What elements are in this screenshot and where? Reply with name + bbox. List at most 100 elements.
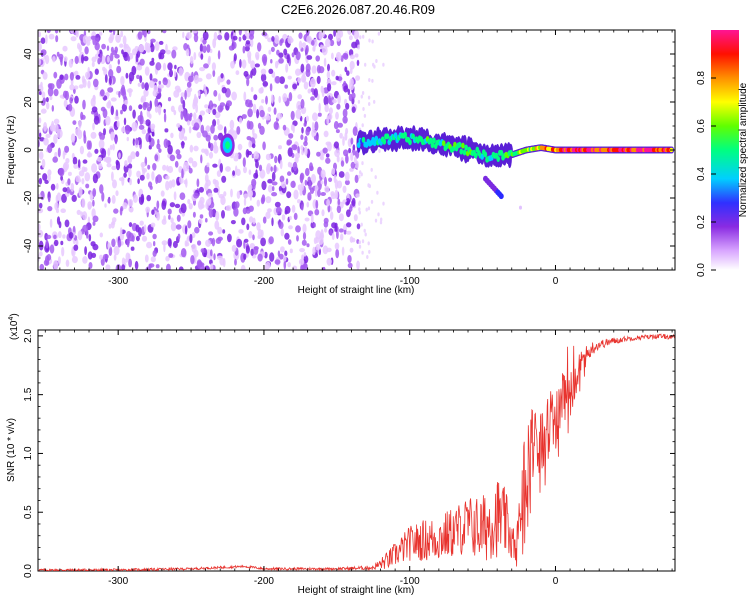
heatmap-noise-cell — [311, 173, 316, 184]
heatmap-noise-cell — [221, 175, 227, 183]
heatmap-noise-cell — [316, 75, 321, 85]
heatmap-noise-cell — [353, 156, 357, 165]
heatmap-noise-cell — [63, 99, 68, 108]
heatmap-noise-cell — [128, 199, 134, 207]
heatmap-noise-cell — [308, 181, 312, 190]
heatmap-noise-cell — [148, 181, 153, 188]
snr-frame — [37, 329, 676, 572]
heatmap-noise-cell — [112, 179, 117, 189]
heatmap-noise-cell — [329, 229, 333, 236]
heatmap-noise-cell — [310, 96, 315, 101]
heatmap-noise-cell — [56, 128, 63, 139]
heatmap-noise-cell — [364, 62, 367, 67]
heatmap-noise-cell — [81, 178, 85, 185]
heatmap-noise-cell — [280, 38, 284, 44]
heatmap-noise-cell — [328, 177, 333, 183]
heatmap-noise-cell — [313, 222, 316, 228]
heatmap-noise-cell — [296, 100, 302, 111]
heatmap-noise-cell — [78, 170, 85, 177]
heatmap-noise-cell — [135, 235, 140, 242]
heatmap-noise-cell — [377, 212, 380, 217]
heatmap-noise-cell — [192, 211, 196, 218]
heatmap-noise-cell — [287, 161, 292, 168]
heatmap-noise-cell — [139, 58, 145, 66]
heatmap-noise-cell — [250, 70, 253, 79]
heatmap-noise-cell — [116, 65, 122, 74]
heatmap-noise-cell — [295, 68, 301, 76]
heatmap-noise-cell — [271, 36, 275, 42]
heatmap-signal-mark — [393, 132, 398, 139]
heatmap-noise-cell — [252, 217, 256, 225]
heatmap-noise-cell — [176, 214, 181, 222]
heatmap-noise-cell — [92, 122, 95, 131]
heatmap-noise-cell — [76, 209, 82, 215]
heatmap-noise-cell — [47, 144, 53, 154]
heatmap-noise-cell — [171, 179, 176, 188]
heatmap-noise-cell — [43, 137, 49, 146]
heatmap-noise-cell — [368, 78, 371, 82]
heatmap-signal-mark — [459, 148, 464, 155]
x-tick-label: 0 — [553, 276, 559, 287]
heatmap-noise-cell — [162, 164, 167, 171]
heatmap-noise-cell — [252, 103, 257, 114]
heatmap-noise-cell — [99, 53, 103, 63]
heatmap-noise-cell — [265, 95, 268, 105]
heatmap-noise-cell — [281, 181, 286, 189]
heatmap-noise-cell — [141, 235, 148, 242]
heatmap-noise-cell — [98, 163, 103, 170]
heatmap-noise-cell — [106, 101, 112, 109]
heatmap-noise-cell — [293, 189, 299, 200]
heatmap-noise-cell — [65, 259, 70, 267]
heatmap-noise-cell — [161, 218, 167, 225]
heatmap-noise-cell — [212, 69, 216, 78]
heatmap-noise-cell — [247, 50, 252, 59]
heatmap-noise-cell — [72, 120, 77, 125]
heatmap-noise-cell — [260, 237, 266, 247]
x-tick-label: 0 — [553, 576, 559, 587]
heatmap-noise-cell — [314, 121, 319, 131]
heatmap-noise-cell — [122, 35, 127, 45]
heatmap-noise-cell — [57, 231, 62, 239]
heatmap-noise-cell — [374, 175, 377, 180]
heatmap-noise-cell — [130, 151, 136, 160]
heatmap-noise-cell — [171, 49, 177, 59]
heatmap-noise-cell — [107, 55, 110, 63]
heatmap-noise-cell — [92, 215, 99, 223]
heatmap-noise-cell — [99, 232, 104, 238]
heatmap-noise-cell — [273, 121, 279, 130]
heatmap-noise-cell — [338, 228, 344, 233]
heatmap-noise-cell — [331, 52, 334, 60]
heatmap-noise-cell — [216, 255, 223, 261]
heatmap-noise-cell — [111, 217, 117, 223]
heatmap-noise-cell — [208, 231, 214, 236]
heatmap-noise-cell — [314, 188, 318, 197]
heatmap-noise-cell — [295, 225, 301, 233]
heatmap-noise-cell — [145, 46, 151, 53]
heatmap-noise-cell — [331, 167, 336, 175]
heatmap-noise-cell — [234, 165, 238, 176]
heatmap-noise-cell — [150, 222, 156, 228]
heatmap-noise-cell — [40, 81, 43, 88]
heatmap-noise-cell — [350, 137, 354, 145]
heatmap-noise-cell — [47, 206, 53, 212]
heatmap-noise-cell — [129, 178, 133, 186]
snr-y-ticks: 0.0 0.5 1.0 1.5 2.0 — [23, 328, 675, 578]
heatmap-noise-cell — [64, 145, 70, 153]
heatmap-noise-cell — [264, 251, 268, 259]
heatmap-noise-cell — [304, 217, 310, 222]
heatmap-noise-cell — [115, 190, 119, 197]
heatmap-noise-cell — [285, 63, 289, 73]
heatmap-noise-cell — [68, 59, 74, 68]
heatmap-noise-cell — [259, 109, 265, 118]
y-tick-label: 1.5 — [23, 387, 34, 401]
heatmap-noise-cell — [351, 197, 356, 207]
heatmap-noise-cell — [104, 203, 107, 208]
heatmap-noise-cell — [38, 42, 42, 52]
heatmap-signal-mark — [462, 149, 467, 156]
heatmap-noise-cell — [185, 48, 190, 57]
heatmap-noise-cell — [139, 174, 145, 181]
heatmap-noise-cell — [180, 248, 187, 258]
heatmap-noise-cell — [212, 178, 217, 185]
heatmap-noise-cell — [356, 59, 360, 66]
heatmap-noise-cell — [325, 157, 331, 164]
